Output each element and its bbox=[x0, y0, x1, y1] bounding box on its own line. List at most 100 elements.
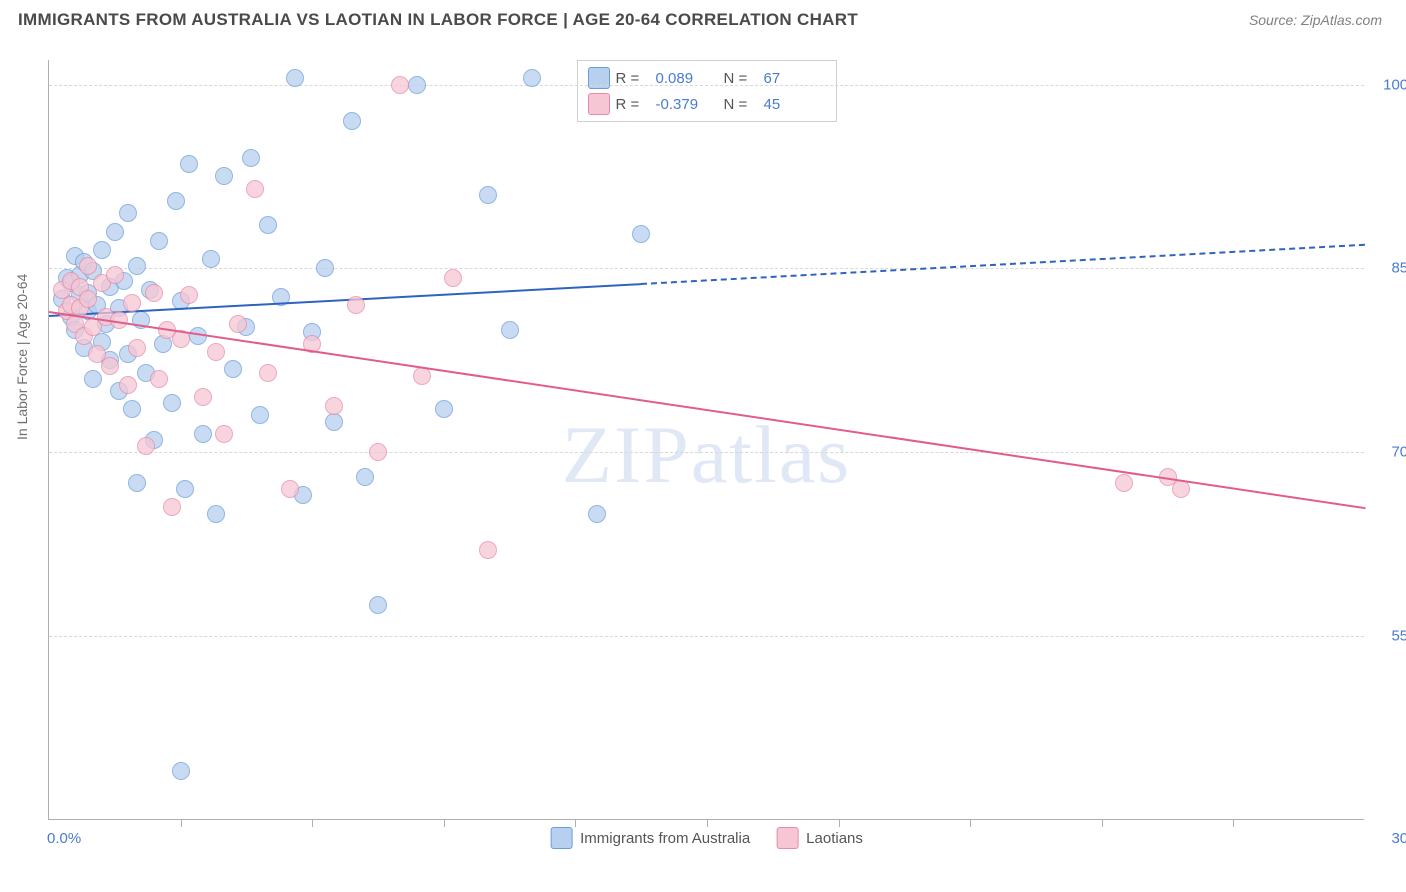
series-legend-item-australia: Immigrants from Australia bbox=[550, 827, 750, 849]
y-axis-tick-label: 55.0% bbox=[1374, 628, 1406, 645]
data-point-laotian bbox=[259, 364, 277, 382]
series-legend: Immigrants from Australia Laotians bbox=[550, 827, 863, 849]
legend-swatch bbox=[776, 827, 798, 849]
data-point-australia bbox=[251, 406, 269, 424]
data-point-australia bbox=[163, 394, 181, 412]
data-point-laotian bbox=[479, 541, 497, 559]
trendline bbox=[641, 244, 1365, 285]
x-axis-tick bbox=[181, 819, 182, 827]
data-point-laotian bbox=[106, 266, 124, 284]
legend-swatch bbox=[588, 93, 610, 115]
data-point-australia bbox=[286, 69, 304, 87]
data-point-australia bbox=[325, 413, 343, 431]
source-attribution: Source: ZipAtlas.com bbox=[1249, 12, 1382, 28]
data-point-australia bbox=[119, 204, 137, 222]
chart-title: IMMIGRANTS FROM AUSTRALIA VS LAOTIAN IN … bbox=[18, 10, 858, 30]
data-point-australia bbox=[316, 259, 334, 277]
data-point-australia bbox=[259, 216, 277, 234]
data-point-laotian bbox=[207, 343, 225, 361]
x-axis-tick bbox=[1233, 819, 1234, 827]
data-point-australia bbox=[194, 425, 212, 443]
data-point-laotian bbox=[128, 339, 146, 357]
data-point-laotian bbox=[347, 296, 365, 314]
data-point-australia bbox=[123, 400, 141, 418]
data-point-laotian bbox=[194, 388, 212, 406]
data-point-laotian bbox=[145, 284, 163, 302]
correlation-legend: R =0.089N =67 R = -0.379 N = 45 bbox=[577, 60, 837, 122]
data-point-australia bbox=[93, 241, 111, 259]
data-point-australia bbox=[479, 186, 497, 204]
data-point-australia bbox=[84, 370, 102, 388]
data-point-laotian bbox=[229, 315, 247, 333]
data-point-laotian bbox=[281, 480, 299, 498]
data-point-australia bbox=[369, 596, 387, 614]
data-point-australia bbox=[632, 225, 650, 243]
data-point-laotian bbox=[413, 367, 431, 385]
data-point-laotian bbox=[391, 76, 409, 94]
data-point-laotian bbox=[369, 443, 387, 461]
y-axis-tick-label: 100.0% bbox=[1374, 76, 1406, 93]
series-name: Laotians bbox=[806, 830, 863, 847]
legend-row-laotian: R = -0.379 N = 45 bbox=[588, 91, 826, 117]
x-axis-tick bbox=[970, 819, 971, 827]
data-point-australia bbox=[435, 400, 453, 418]
y-axis-tick-label: 70.0% bbox=[1374, 444, 1406, 461]
data-point-laotian bbox=[119, 376, 137, 394]
data-point-laotian bbox=[79, 257, 97, 275]
x-axis-tick bbox=[444, 819, 445, 827]
data-point-australia bbox=[128, 474, 146, 492]
legend-n-value: 45 bbox=[764, 96, 826, 113]
data-point-laotian bbox=[246, 180, 264, 198]
data-point-australia bbox=[172, 762, 190, 780]
x-axis-min-label: 0.0% bbox=[47, 830, 81, 847]
gridline bbox=[49, 268, 1364, 269]
x-axis-tick bbox=[575, 819, 576, 827]
y-axis-tick-label: 85.0% bbox=[1374, 260, 1406, 277]
scatter-plot: ZIPatlas R =0.089N =67R =-0.379N =45 0.0… bbox=[48, 60, 1364, 820]
data-point-australia bbox=[242, 149, 260, 167]
x-axis-tick bbox=[1102, 819, 1103, 827]
data-point-laotian bbox=[444, 269, 462, 287]
legend-row-australia: R =0.089N =67 bbox=[588, 65, 826, 91]
x-axis-tick bbox=[707, 819, 708, 827]
data-point-australia bbox=[408, 76, 426, 94]
data-point-laotian bbox=[101, 357, 119, 375]
watermark: ZIPatlas bbox=[562, 408, 851, 502]
data-point-australia bbox=[167, 192, 185, 210]
data-point-laotian bbox=[1115, 474, 1133, 492]
legend-swatch bbox=[588, 67, 610, 89]
legend-r-label: R = bbox=[616, 96, 650, 113]
data-point-australia bbox=[523, 69, 541, 87]
legend-n-label: N = bbox=[724, 96, 758, 113]
data-point-laotian bbox=[137, 437, 155, 455]
gridline bbox=[49, 636, 1364, 637]
data-point-laotian bbox=[163, 498, 181, 516]
data-point-australia bbox=[215, 167, 233, 185]
data-point-australia bbox=[106, 223, 124, 241]
data-point-australia bbox=[202, 250, 220, 268]
series-name: Immigrants from Australia bbox=[580, 830, 750, 847]
data-point-australia bbox=[224, 360, 242, 378]
data-point-australia bbox=[180, 155, 198, 173]
gridline bbox=[49, 452, 1364, 453]
data-point-laotian bbox=[325, 397, 343, 415]
data-point-australia bbox=[150, 232, 168, 250]
data-point-laotian bbox=[150, 370, 168, 388]
legend-r-value: -0.379 bbox=[656, 96, 718, 113]
legend-swatch bbox=[550, 827, 572, 849]
data-point-laotian bbox=[123, 294, 141, 312]
data-point-australia bbox=[128, 257, 146, 275]
trendline bbox=[49, 311, 1365, 509]
data-point-laotian bbox=[180, 286, 198, 304]
gridline bbox=[49, 85, 1364, 86]
x-axis-max-label: 30.0% bbox=[1374, 830, 1406, 847]
x-axis-tick bbox=[839, 819, 840, 827]
data-point-australia bbox=[588, 505, 606, 523]
data-point-australia bbox=[343, 112, 361, 130]
data-point-australia bbox=[207, 505, 225, 523]
x-axis-tick bbox=[312, 819, 313, 827]
data-point-australia bbox=[501, 321, 519, 339]
series-legend-item-laotian: Laotians bbox=[776, 827, 863, 849]
y-axis-title: In Labor Force | Age 20-64 bbox=[14, 274, 30, 440]
data-point-australia bbox=[176, 480, 194, 498]
